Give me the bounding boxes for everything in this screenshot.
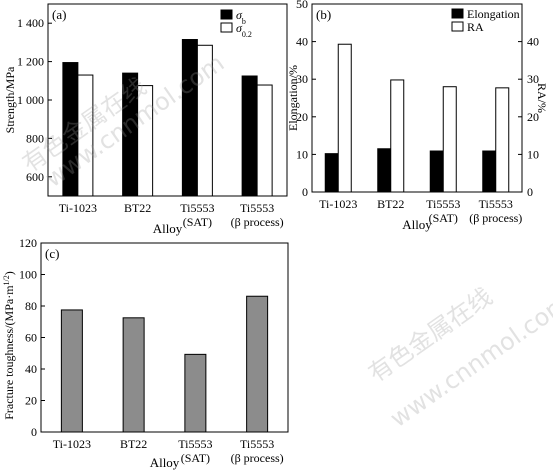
y-tick-label-right: 10 [527, 147, 539, 161]
x-axis-label: Alloy [150, 455, 180, 470]
y-tick-label: 1 400 [17, 16, 44, 30]
legend-swatch-1 [220, 22, 233, 33]
y-axis-label-right: RA/% [535, 83, 549, 113]
bar-toughness-0-1 [122, 317, 145, 433]
y-tick-label: 800 [26, 131, 44, 145]
y-tick-label: 10 [296, 147, 308, 161]
y-tick-label: 20 [296, 110, 308, 124]
x-tick-label: Ti5553 [426, 197, 460, 211]
bar-strength-0-0 [62, 62, 79, 197]
x-axis-label: Alloy [402, 217, 432, 232]
y-axis-label-sup: 1/2 [2, 275, 11, 285]
y-tick-label: 60 [25, 331, 37, 345]
legend-label-0: Elongation [467, 7, 520, 21]
bar-ductility-1-0 [337, 43, 352, 193]
panel-label: (a) [52, 7, 66, 22]
bar-ductility-0-1 [377, 148, 392, 193]
legend-label-sub: b [242, 17, 246, 26]
bar-strength-1-2 [196, 44, 213, 197]
y-tick-label: 0 [302, 185, 308, 199]
y-tick-label-right: 20 [527, 110, 539, 124]
x-tick-label: Ti5553 [240, 201, 274, 215]
bar-ductility-1-1 [390, 79, 405, 193]
bar-strength-1-0 [77, 74, 94, 197]
bar-strength-1-3 [256, 84, 273, 197]
y-tick-label-right: 30 [527, 72, 539, 86]
x-tick-label-line2: (β process) [231, 215, 284, 229]
y-tick-label-right: 0 [527, 185, 533, 199]
bar-ductility-0-3 [482, 150, 497, 193]
bar-strength-0-3 [241, 75, 258, 197]
x-tick-label: BT22 [124, 201, 151, 215]
bar-strength-0-1 [122, 72, 139, 197]
x-tick-label-line2: (SAT) [183, 215, 212, 229]
x-tick-label: Ti-1023 [59, 201, 97, 215]
legend-label-base: σ [236, 8, 243, 22]
x-tick-label: BT22 [120, 437, 147, 451]
panel-label: (c) [45, 246, 59, 261]
y-tick-label: 100 [19, 268, 37, 282]
legend-swatch-0 [451, 8, 464, 19]
x-tick-label-line2: (β process) [231, 451, 284, 465]
y-tick-label: 80 [25, 299, 37, 313]
panel-b-ductility-chart: 0 10 20 30 40 50 0 10 20 30 40 RA/% Ti-1023 BT22 Ti555… [286, 0, 549, 232]
y-axis-label-main: Fracture toughness/(MPa·m [2, 285, 16, 420]
y-tick-label: 600 [26, 170, 44, 184]
y-tick-label: 0 [31, 425, 37, 439]
y-tick-label: 20 [25, 394, 37, 408]
y-axis-label: Fracture toughness/(MPa·m1/2) [2, 271, 17, 420]
y-tick-label: 40 [296, 35, 308, 49]
x-tick-label-line2: (SAT) [181, 451, 210, 465]
bar-ductility-1-2 [442, 86, 457, 193]
legend-label-base: σ [236, 21, 243, 35]
legend-label-sub: 0.2 [242, 30, 252, 39]
y-tick-label-right: 40 [527, 35, 539, 49]
bar-strength-1-1 [137, 85, 154, 197]
bar-strength-0-2 [181, 39, 198, 197]
y-tick-label: 30 [296, 72, 308, 86]
y-tick-label: 120 [19, 236, 37, 250]
bar-ductility-0-0 [324, 153, 339, 193]
legend-label-1: σ0.2 [236, 21, 252, 39]
x-tick-label-line2: (β process) [469, 211, 522, 225]
legend-swatch-0 [220, 9, 233, 20]
y-axis-label: Elongation/% [286, 65, 300, 131]
legend-swatch-1 [451, 21, 464, 32]
x-axis-label: Alloy [153, 221, 183, 236]
x-tick-label: Ti-1023 [53, 437, 91, 451]
bar-ductility-0-2 [429, 150, 444, 193]
x-tick-label: Ti5553 [240, 437, 274, 451]
legend-label-0: σb [236, 8, 246, 26]
y-tick-label: 1 000 [17, 93, 44, 107]
bar-toughness-0-2 [184, 353, 207, 433]
legend-label-1: RA [467, 20, 484, 34]
plot-frame [311, 3, 523, 193]
bar-toughness-0-0 [60, 309, 83, 433]
y-axis-label: Strength/MPa [3, 66, 17, 133]
bar-ductility-1-3 [495, 87, 510, 193]
x-tick-label: Ti-1023 [319, 197, 357, 211]
x-tick-label: Ti5553 [178, 437, 212, 451]
x-tick-label: BT22 [377, 197, 404, 211]
x-tick-label: Ti5553 [479, 197, 513, 211]
y-tick-label: 40 [25, 362, 37, 376]
x-tick-label-line2: (SAT) [429, 211, 458, 225]
y-tick-label: 50 [296, 0, 308, 11]
bar-toughness-0-3 [246, 295, 269, 433]
panel-label: (b) [316, 7, 331, 22]
y-tick-label: 1 200 [17, 55, 44, 69]
x-tick-label: Ti5553 [180, 201, 214, 215]
y-axis-label-tail: ) [2, 271, 16, 275]
